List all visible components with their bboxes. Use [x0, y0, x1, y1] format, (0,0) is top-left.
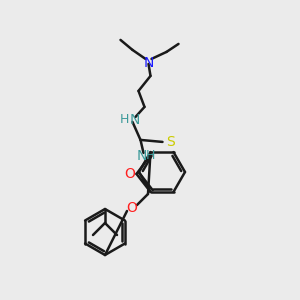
Text: S: S [166, 135, 175, 149]
Text: O: O [127, 201, 137, 215]
Text: H: H [120, 113, 129, 126]
Text: N: N [136, 149, 147, 163]
Text: O: O [124, 167, 135, 181]
Text: H: H [146, 149, 155, 162]
Text: N: N [129, 113, 140, 127]
Text: N: N [143, 56, 154, 70]
